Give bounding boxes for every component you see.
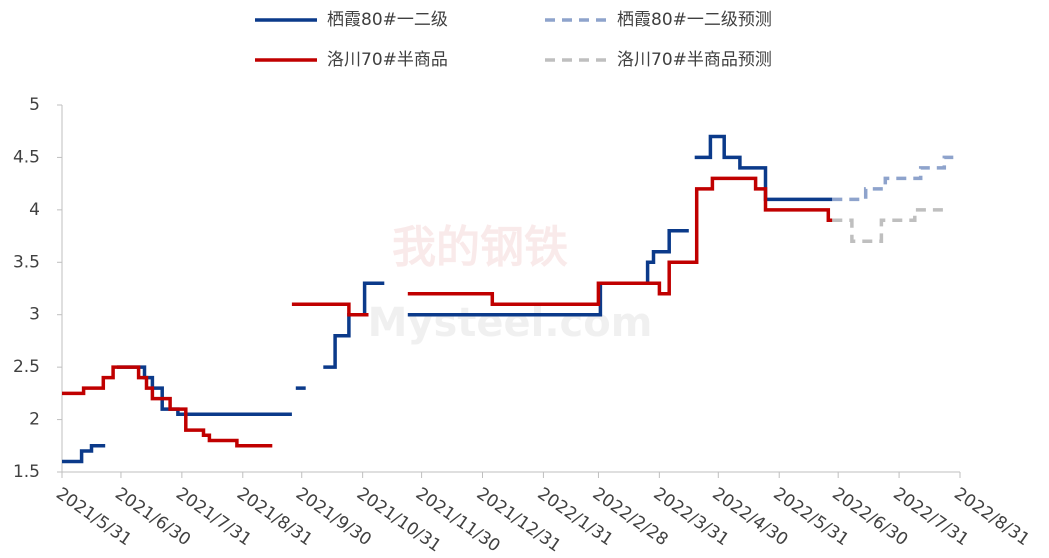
y-tick-label: 2: [29, 410, 40, 430]
series-line: [832, 155, 960, 202]
legend-label: 栖霞80#一二级: [327, 10, 448, 30]
y-tick-label: 5: [29, 95, 40, 115]
legend-label: 洛川70#半商品: [327, 50, 448, 70]
y-tick-label: 3: [29, 305, 40, 325]
legend-label: 洛川70#半商品预测: [617, 50, 772, 70]
watermark-text: Mysteel.com: [368, 300, 653, 346]
watermark-logo: 我的钢铁: [392, 222, 568, 273]
legend-label: 栖霞80#一二级预测: [617, 10, 772, 30]
y-tick-label: 3.5: [13, 252, 40, 272]
y-tick-label: 1.5: [13, 462, 40, 482]
y-tick-label: 4: [29, 200, 40, 220]
y-tick-label: 2.5: [13, 357, 40, 377]
y-tick-label: 4.5: [13, 147, 40, 167]
series-line: [62, 176, 833, 448]
series-line: [62, 134, 833, 464]
series-line: [832, 208, 945, 244]
